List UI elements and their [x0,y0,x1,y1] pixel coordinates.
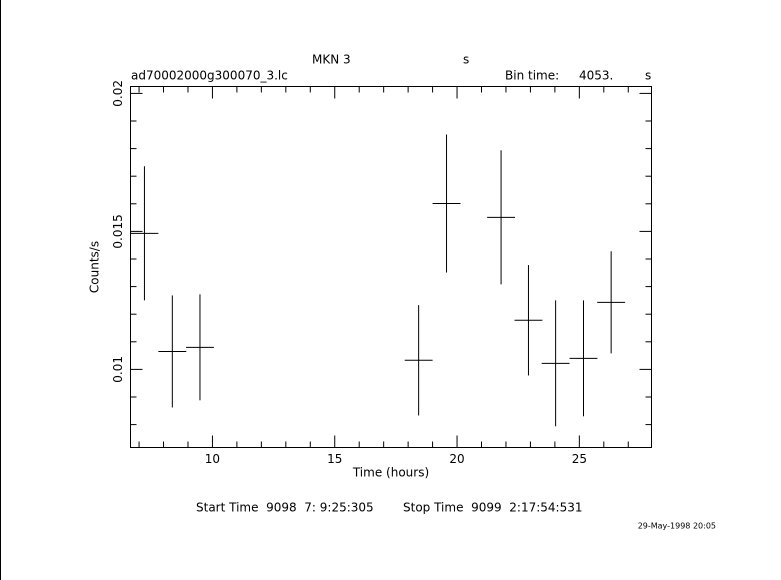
bin-time-label: Bin time: [505,69,559,83]
chart-title: MKN 3 [312,53,351,67]
title-unit: s [463,53,469,67]
start-time: Start Time 9098 7: 9:25:305 [196,501,374,515]
y-axis-label: Counts/s [88,241,102,293]
bin-time-unit: s [645,69,651,83]
y-tick-label: 0.01 [111,356,125,383]
timestamp: 29-May-1998 20:05 [638,522,716,531]
x-axis-label: Time (hours) [352,466,429,480]
y-tick-label: 0.015 [111,214,125,248]
y-tick-label: 0.02 [111,80,125,107]
x-tick-label: 15 [327,452,342,466]
x-tick-label: 20 [449,452,464,466]
bin-time: 4053. [579,69,613,83]
stop-time: Stop Time 9099 2:17:54:531 [403,501,582,515]
x-tick-label: 10 [205,452,220,466]
plot-frame [130,86,652,448]
file-name: ad70002000g300070_3.lc [131,69,288,83]
x-tick-label: 25 [572,452,587,466]
